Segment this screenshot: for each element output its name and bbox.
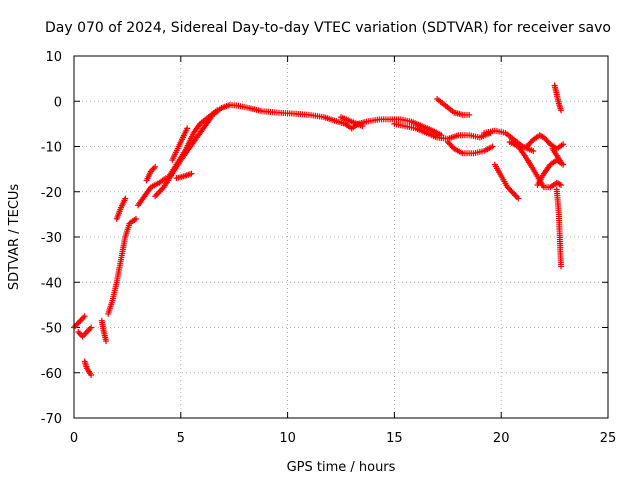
data-point <box>214 107 221 114</box>
x-tick-label: 5 <box>177 431 185 446</box>
plot-frame <box>73 55 609 419</box>
x-tick-label: 20 <box>493 431 510 446</box>
data-point <box>509 189 516 196</box>
x-axis-label: GPS time / hours <box>287 460 396 475</box>
data-point <box>558 159 565 166</box>
data-point <box>530 148 537 155</box>
data-point <box>103 338 110 345</box>
y-tick-label: -10 <box>41 141 62 156</box>
chart-title: Day 070 of 2024, Sidereal Day-to-day VTE… <box>45 20 611 36</box>
data-point <box>88 372 95 379</box>
data-point <box>152 163 159 170</box>
data-point <box>489 143 496 150</box>
y-tick-label: -40 <box>41 276 62 291</box>
data-point <box>88 324 95 331</box>
grid-layer <box>73 55 609 419</box>
y-tick-label: -30 <box>41 231 62 246</box>
x-tick-label: 25 <box>600 431 617 446</box>
y-tick-label: -60 <box>41 367 62 382</box>
data-point <box>515 195 522 202</box>
data-point <box>560 141 567 148</box>
data-point <box>359 123 366 130</box>
x-tick-label: 15 <box>386 431 403 446</box>
data-point <box>76 319 83 326</box>
data-point <box>558 107 565 114</box>
x-tick-label: 10 <box>279 431 296 446</box>
y-tick-label: 0 <box>54 95 62 110</box>
y-tick-label: -20 <box>41 186 62 201</box>
data-point <box>466 111 473 118</box>
y-axis-label: SDTVAR / TECUs <box>7 184 22 291</box>
data-point <box>184 125 191 132</box>
y-tick-label: 10 <box>45 50 62 65</box>
tick-labels: 0 5 10 15 20 25 10 0 -10 -20 -30 -40 -50 -60 -70 <box>41 50 617 446</box>
x-tick-label: 0 <box>70 431 78 446</box>
data-points <box>71 82 567 379</box>
y-tick-label: -50 <box>41 322 62 337</box>
data-point <box>81 313 88 320</box>
data-point <box>558 181 565 188</box>
data-point <box>558 263 565 270</box>
y-tick-label: -70 <box>41 412 62 427</box>
data-point <box>188 170 195 177</box>
data-point <box>122 195 129 202</box>
data-point <box>132 215 139 222</box>
